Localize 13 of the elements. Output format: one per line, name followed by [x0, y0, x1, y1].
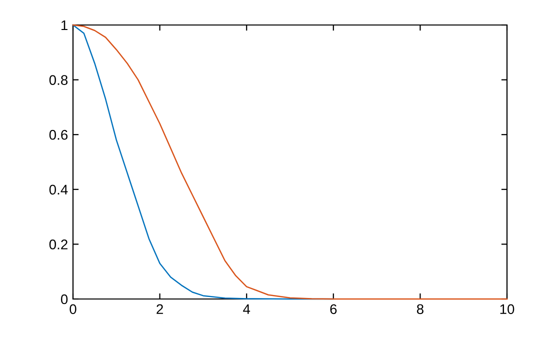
- y-tick-label: 0: [60, 294, 68, 304]
- x-tick-label: 10: [500, 304, 514, 314]
- line-series: [72, 24, 508, 300]
- y-tick-label: 1: [61, 20, 68, 30]
- x-tick-label: 2: [156, 304, 163, 314]
- x-tick-label: 6: [330, 304, 337, 314]
- y-tick-label: 0.8: [49, 75, 68, 85]
- y-tick-label: 0.4: [49, 184, 68, 195]
- y-tick-label: 0.6: [49, 130, 68, 140]
- y-tick-label: 0.2: [49, 240, 68, 250]
- x-tick-label: 8: [416, 304, 424, 314]
- x-tick-label: 0: [70, 304, 76, 314]
- x-tick-label: 4: [243, 304, 250, 314]
